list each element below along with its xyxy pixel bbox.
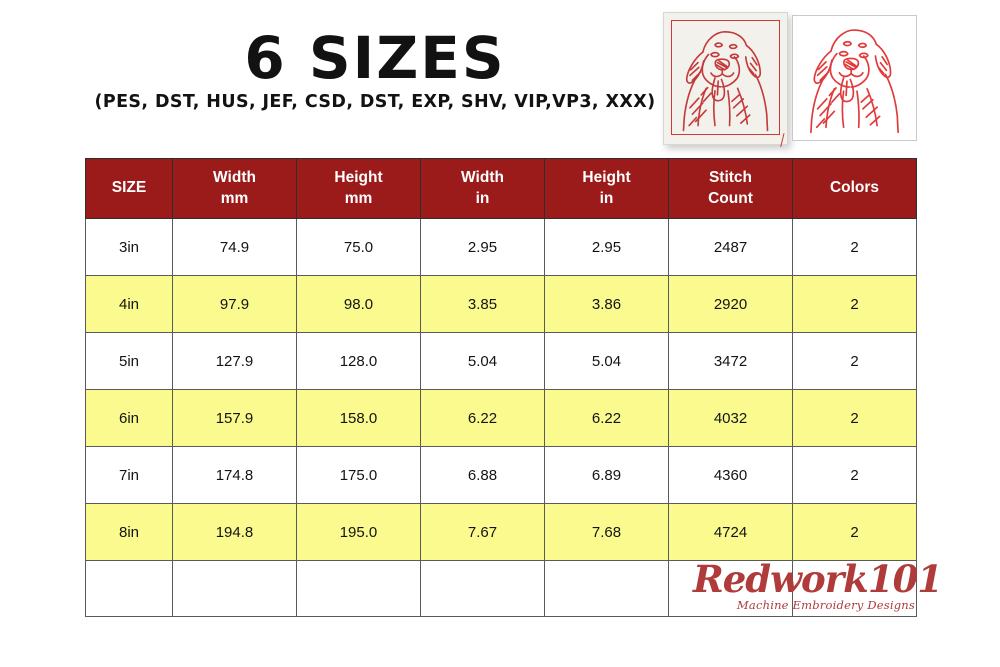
width-in-cell: 5.04 xyxy=(420,332,545,390)
redwork-dog-icon xyxy=(803,25,906,134)
width-in-cell: 6.22 xyxy=(420,389,545,447)
header-row: SIZE Width mm Height mm Width in Height in S… xyxy=(85,158,917,219)
height-mm-cell: 175.0 xyxy=(296,446,421,504)
header-line: Height xyxy=(334,169,383,187)
colors-cell: 2 xyxy=(792,503,917,561)
height-mm-cell: 195.0 xyxy=(296,503,421,561)
size-cell: 4in xyxy=(85,275,173,333)
width-mm-cell: 157.9 xyxy=(172,389,297,447)
header-line: mm xyxy=(220,189,249,207)
empty-cell xyxy=(85,560,173,617)
header-line: SIZE xyxy=(111,179,147,197)
size-cell: 7in xyxy=(85,446,173,504)
stitch-count-cell: 4724 xyxy=(668,503,793,561)
empty-cell xyxy=(296,560,421,617)
title-block: 6 SIZES (PES, DST, HUS, JEF, CSD, DST, E… xyxy=(85,28,665,112)
width-mm-cell: 194.8 xyxy=(172,503,297,561)
header-line: Height xyxy=(582,169,631,187)
header-line: mm xyxy=(344,189,373,207)
header-line: in xyxy=(475,189,490,207)
width-in-cell: 2.95 xyxy=(420,218,545,276)
table-row: 4in 97.9 98.0 3.85 3.86 2920 2 xyxy=(85,275,917,333)
height-mm-cell: 75.0 xyxy=(296,218,421,276)
size-cell: 3in xyxy=(85,218,173,276)
width-mm-cell: 174.8 xyxy=(172,446,297,504)
colors-cell: 2 xyxy=(792,218,917,276)
width-mm-cell: 97.9 xyxy=(172,275,297,333)
table-row: 5in 127.9 128.0 5.04 5.04 3472 2 xyxy=(85,332,917,390)
size-cell: 6in xyxy=(85,389,173,447)
col-header-height-mm: Height mm xyxy=(296,158,421,219)
colors-cell: 2 xyxy=(792,446,917,504)
page-title: 6 SIZES xyxy=(244,24,506,92)
width-in-cell: 7.67 xyxy=(420,503,545,561)
stitched-border-frame xyxy=(671,20,780,135)
redwork-dog-icon xyxy=(677,24,774,135)
header-line: Count xyxy=(708,189,753,207)
height-mm-cell: 128.0 xyxy=(296,332,421,390)
width-in-cell: 3.85 xyxy=(420,275,545,333)
empty-cell xyxy=(668,560,793,617)
empty-cell xyxy=(172,560,297,617)
loose-thread xyxy=(771,130,785,148)
header-line: Width xyxy=(213,169,256,187)
stitch-count-cell: 4360 xyxy=(668,446,793,504)
size-cell: 8in xyxy=(85,503,173,561)
table-row: 7in 174.8 175.0 6.88 6.89 4360 2 xyxy=(85,446,917,504)
stitch-count-cell: 2487 xyxy=(668,218,793,276)
height-in-cell: 3.86 xyxy=(544,275,669,333)
table-row: 6in 157.9 158.0 6.22 6.22 4032 2 xyxy=(85,389,917,447)
stitch-count-cell: 3472 xyxy=(668,332,793,390)
colors-cell: 2 xyxy=(792,332,917,390)
col-header-colors: Colors xyxy=(792,158,917,219)
table-row: 8in 194.8 195.0 7.67 7.68 4724 2 xyxy=(85,503,917,561)
colors-cell: 2 xyxy=(792,389,917,447)
colors-cell: 2 xyxy=(792,275,917,333)
stitched-preview xyxy=(663,12,788,148)
empty-cell xyxy=(420,560,545,617)
header-line: Stitch xyxy=(708,169,753,187)
width-mm-cell: 127.9 xyxy=(172,332,297,390)
col-header-width-mm: Width mm xyxy=(172,158,297,219)
empty-row xyxy=(85,560,917,617)
height-in-cell: 6.22 xyxy=(544,389,669,447)
stitch-count-cell: 4032 xyxy=(668,389,793,447)
col-header-height-in: Height in xyxy=(544,158,669,219)
size-cell: 5in xyxy=(85,332,173,390)
col-header-stitch-count: Stitch Count xyxy=(668,158,793,219)
height-mm-cell: 158.0 xyxy=(296,389,421,447)
width-mm-cell: 74.9 xyxy=(172,218,297,276)
height-in-cell: 2.95 xyxy=(544,218,669,276)
header-line: in xyxy=(599,189,614,207)
col-header-size: SIZE xyxy=(85,158,173,219)
header-line: Colors xyxy=(829,179,880,197)
height-in-cell: 7.68 xyxy=(544,503,669,561)
empty-cell xyxy=(544,560,669,617)
formats-subtitle: (PES, DST, HUS, JEF, CSD, DST, EXP, SHV,… xyxy=(94,91,656,112)
col-header-width-in: Width in xyxy=(420,158,545,219)
size-chart-table: SIZE Width mm Height mm Width in Height in S… xyxy=(85,158,917,617)
header-line: Width xyxy=(461,169,504,187)
empty-cell xyxy=(792,560,917,617)
height-in-cell: 5.04 xyxy=(544,332,669,390)
stitch-count-cell: 2920 xyxy=(668,275,793,333)
height-mm-cell: 98.0 xyxy=(296,275,421,333)
height-in-cell: 6.89 xyxy=(544,446,669,504)
table-row: 3in 74.9 75.0 2.95 2.95 2487 2 xyxy=(85,218,917,276)
width-in-cell: 6.88 xyxy=(420,446,545,504)
digital-preview xyxy=(792,15,917,141)
